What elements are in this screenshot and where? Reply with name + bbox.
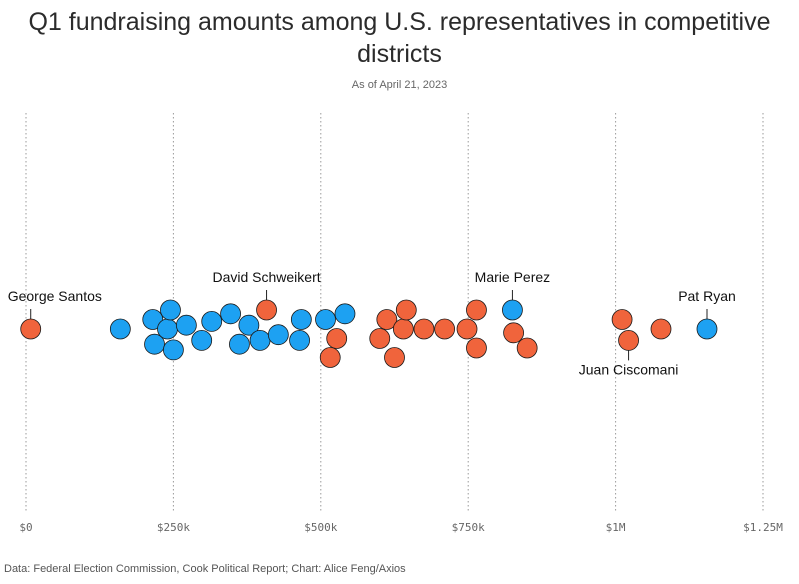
- data-point-r: [456, 318, 478, 340]
- data-point-r: [20, 318, 42, 340]
- x-tick-label: $0: [19, 521, 32, 534]
- data-point-d: [175, 314, 197, 336]
- data-point-r: [503, 322, 524, 344]
- data-point-d: [160, 299, 181, 321]
- data-point-r: [395, 299, 417, 321]
- data-point-r: [326, 328, 348, 349]
- data-point-r: [434, 318, 456, 340]
- data-point-d: [289, 329, 310, 351]
- data-point-d: [142, 309, 164, 330]
- data-point-d: [144, 333, 165, 355]
- data-point-d: [334, 303, 356, 325]
- data-point-r: [611, 309, 633, 330]
- x-axis-tick-labels: $0 $250k $500k $750k $1M $1.25M: [19, 521, 783, 534]
- annotations: George Santos David Schweikert Marie Perez…: [8, 269, 736, 377]
- annotation-label: David Schweikert: [212, 269, 320, 285]
- annotation-label: Pat Ryan: [678, 288, 736, 304]
- data-point-r: [466, 299, 487, 321]
- x-tick-label: $250k: [157, 521, 190, 534]
- data-point-r: [413, 318, 435, 340]
- chart-subtitle: As of April 21, 2023: [351, 79, 448, 91]
- data-point-r: [256, 299, 277, 321]
- data-point-r: [384, 347, 405, 368]
- annotation-label: George Santos: [8, 288, 102, 304]
- annotation-label: Juan Ciscomani: [579, 361, 679, 377]
- data-point-r: [376, 309, 398, 330]
- data-point-d: [220, 303, 241, 325]
- data-point-d: [315, 309, 336, 330]
- annotation-leaders: [30, 290, 708, 361]
- data-point-r: [319, 347, 341, 368]
- data-point-d: [157, 318, 178, 340]
- data-point-d: [191, 329, 213, 351]
- annotation-label: Marie Perez: [475, 269, 550, 285]
- data-point-d: [267, 324, 289, 346]
- chart-title: Q1 fundraising amounts among U.S. repres…: [28, 8, 771, 68]
- data-point-d: [238, 314, 260, 336]
- data-point-r: [618, 329, 639, 351]
- data-points: [20, 299, 718, 368]
- data-point-r: [369, 328, 391, 349]
- data-point-r: [650, 318, 672, 340]
- data-point-r: [466, 337, 487, 359]
- data-point-d: [502, 299, 523, 321]
- source-footer: Data: Federal Election Commission, Cook …: [4, 563, 406, 575]
- x-tick-label: $1M: [606, 521, 626, 534]
- x-tick-label: $750k: [452, 521, 485, 534]
- data-point-d: [201, 310, 223, 332]
- x-tick-label: $1.25M: [743, 521, 783, 534]
- data-point-r: [392, 318, 414, 340]
- data-point-d: [249, 329, 271, 351]
- data-point-d: [290, 309, 312, 330]
- data-point-r: [516, 337, 538, 359]
- data-point-d: [229, 333, 250, 355]
- data-point-d: [162, 339, 184, 361]
- data-point-d: [696, 318, 718, 340]
- x-tick-label: $500k: [304, 521, 337, 534]
- data-point-d: [109, 318, 131, 340]
